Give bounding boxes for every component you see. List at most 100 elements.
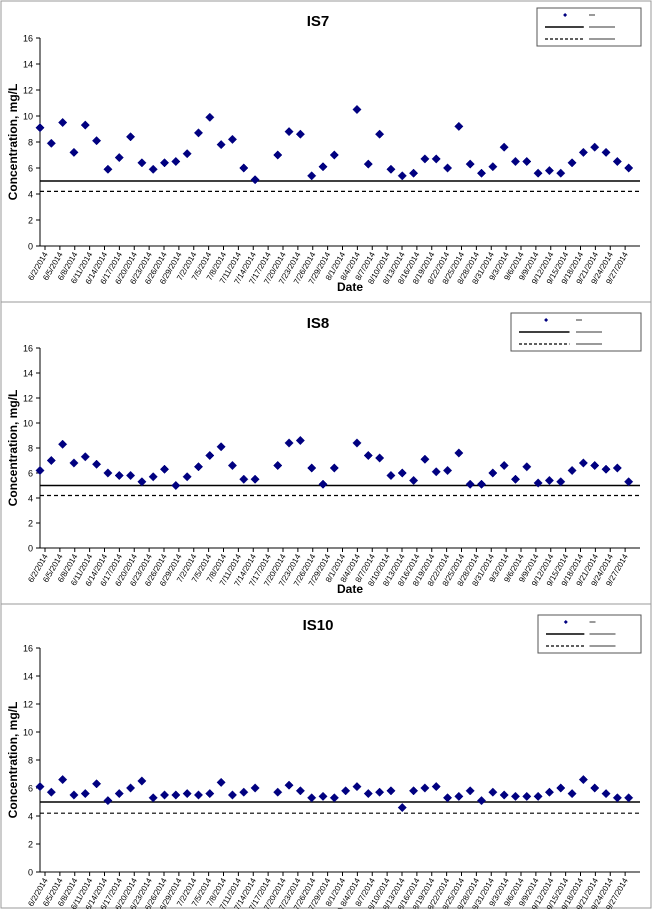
data-point [510, 156, 521, 167]
data-point [46, 138, 56, 148]
data-point [273, 787, 283, 797]
y-tick-label: 14 [23, 60, 33, 70]
data-point [409, 475, 419, 486]
y-tick-label: 14 [23, 672, 33, 682]
data-point [409, 168, 419, 178]
data-point [171, 156, 181, 167]
data-point [92, 459, 102, 469]
data-point [227, 790, 238, 800]
y-axis-label: Concentration, mg/L [6, 390, 20, 507]
data-point [590, 783, 600, 793]
data-point [239, 787, 249, 797]
data-point [431, 782, 441, 792]
data-point [363, 159, 373, 169]
y-tick-label: 8 [28, 444, 33, 454]
data-point [239, 474, 249, 484]
data-point [567, 158, 577, 168]
data-point [488, 162, 498, 172]
data-point [386, 164, 396, 174]
data-point [420, 454, 430, 464]
data-point [578, 147, 588, 157]
data-point [58, 775, 68, 785]
data-point [329, 793, 339, 803]
data-point [35, 782, 45, 792]
data-point [239, 163, 249, 173]
data-point [601, 147, 611, 157]
data-point [352, 438, 362, 448]
data-point [307, 171, 317, 181]
data-point [329, 463, 339, 473]
data-point [476, 168, 487, 178]
data-point [476, 479, 487, 489]
data-point [329, 150, 339, 160]
data-point [544, 475, 554, 486]
chart-title: IS8 [307, 315, 330, 332]
data-point [92, 779, 102, 789]
y-tick-label: 4 [28, 494, 33, 504]
data-point [624, 477, 634, 487]
data-point [510, 791, 521, 801]
data-point [397, 803, 407, 813]
y-tick-label: 6 [28, 784, 33, 794]
data-point [126, 783, 136, 793]
data-point [522, 156, 532, 167]
data-point [375, 453, 385, 463]
data-point [442, 793, 453, 803]
data-point [499, 460, 509, 471]
legend-marker [544, 318, 549, 322]
data-point [601, 789, 611, 799]
legend-marker [563, 13, 568, 17]
data-point [227, 460, 238, 471]
data-point [159, 158, 170, 168]
y-tick-label: 16 [23, 34, 33, 44]
data-point [216, 777, 226, 787]
y-tick-label: 2 [28, 519, 33, 529]
data-point [590, 460, 600, 471]
data-point [578, 775, 588, 785]
y-tick-label: 10 [23, 419, 33, 429]
y-tick-label: 12 [23, 86, 33, 96]
y-tick-label: 4 [28, 812, 33, 822]
data-point [386, 786, 396, 796]
data-point [295, 786, 305, 796]
y-tick-label: 0 [28, 868, 33, 878]
data-point [250, 474, 260, 484]
data-point [533, 168, 543, 178]
data-point [46, 787, 56, 797]
data-point [420, 783, 430, 793]
x-axis-label: Date [337, 280, 363, 294]
y-tick-label: 10 [23, 728, 33, 738]
data-point [556, 783, 566, 793]
data-point [442, 465, 453, 476]
data-point [363, 450, 373, 461]
data-point [578, 458, 588, 468]
data-point [250, 783, 260, 793]
data-point [624, 163, 634, 173]
chart-title: IS10 [303, 617, 334, 634]
data-point [295, 129, 305, 139]
data-point [375, 787, 385, 797]
data-point [137, 158, 147, 168]
data-point [567, 465, 577, 476]
y-tick-label: 6 [28, 164, 33, 174]
data-point [522, 791, 532, 801]
data-point [556, 168, 566, 178]
data-point [499, 142, 509, 152]
data-point [454, 121, 464, 131]
data-point [590, 142, 600, 152]
data-point [397, 171, 407, 181]
data-point [35, 123, 45, 133]
y-axis-label: Concentration, mg/L [6, 84, 20, 201]
data-point [341, 786, 351, 796]
data-point [499, 790, 509, 800]
data-point [409, 786, 419, 796]
chart-panel-is7: IS702468101214166/2/20146/5/20146/8/2014… [6, 7, 642, 294]
data-point [612, 463, 622, 473]
data-point [465, 786, 475, 796]
y-tick-label: 12 [23, 394, 33, 404]
data-point [58, 117, 68, 128]
data-point [182, 472, 192, 482]
data-point [522, 462, 532, 472]
